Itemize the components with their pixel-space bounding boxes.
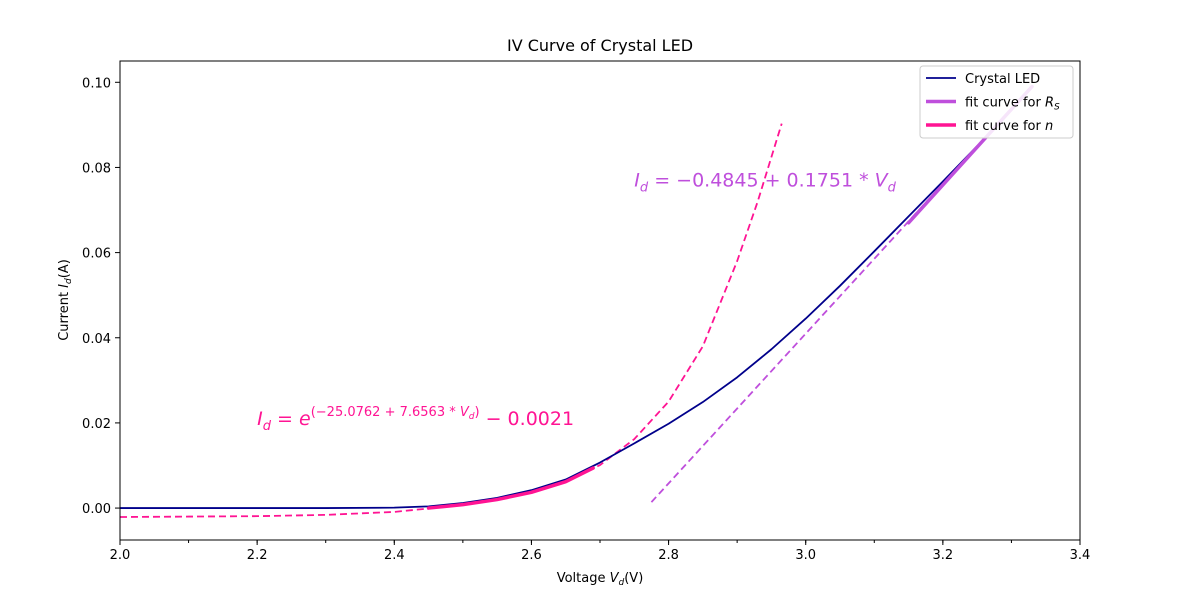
rs-fit-equation: Id = −0.4845 + 0.1751 * Vd	[634, 170, 896, 196]
x-tick-label: 3.2	[933, 548, 954, 563]
x-tick-label: 2.6	[521, 548, 542, 563]
x-tick-label: 2.8	[658, 548, 679, 563]
series-line-1	[120, 85, 1033, 509]
y-axis: 0.00 0.02 0.04 0.06 0.08 0.10	[82, 76, 120, 517]
n-fit-equation: Id = e(−25.0762 + 7.6563 * Vd) − 0.0021	[257, 405, 574, 434]
y-tick-label: 0.00	[82, 502, 111, 517]
x-axis-label: Voltage Vd(V)	[557, 571, 644, 588]
y-tick-label: 0.06	[82, 247, 111, 262]
y-tick-label: 0.10	[82, 76, 111, 91]
chart-title: IV Curve of Crystal LED	[507, 36, 693, 55]
legend-label-2: fit curve for RS	[965, 96, 1060, 113]
legend-label-3: fit curve for n	[965, 119, 1053, 134]
y-axis-label: Current Id(A)	[57, 259, 74, 341]
x-tick-label: 3.4	[1070, 548, 1091, 563]
x-axis: 2.0 2.2 2.4 2.6 2.8 3.0 3.2 3.4	[110, 540, 1091, 563]
legend-label-1: Crystal LED	[965, 72, 1040, 87]
y-tick-label: 0.08	[82, 161, 111, 176]
y-tick-label: 0.04	[82, 332, 111, 347]
legend: Crystal LED fit curve for RS fit curve for…	[919, 65, 1074, 139]
x-tick-label: 2.0	[110, 548, 131, 563]
x-tick-label: 2.2	[247, 548, 268, 563]
series-line-3	[426, 466, 595, 510]
y-tick-label: 0.02	[82, 417, 111, 432]
extrapolation-line-1	[650, 85, 1033, 503]
x-tick-label: 2.4	[384, 548, 405, 563]
legend-box	[919, 65, 1074, 139]
x-tick-label: 3.0	[795, 548, 816, 563]
